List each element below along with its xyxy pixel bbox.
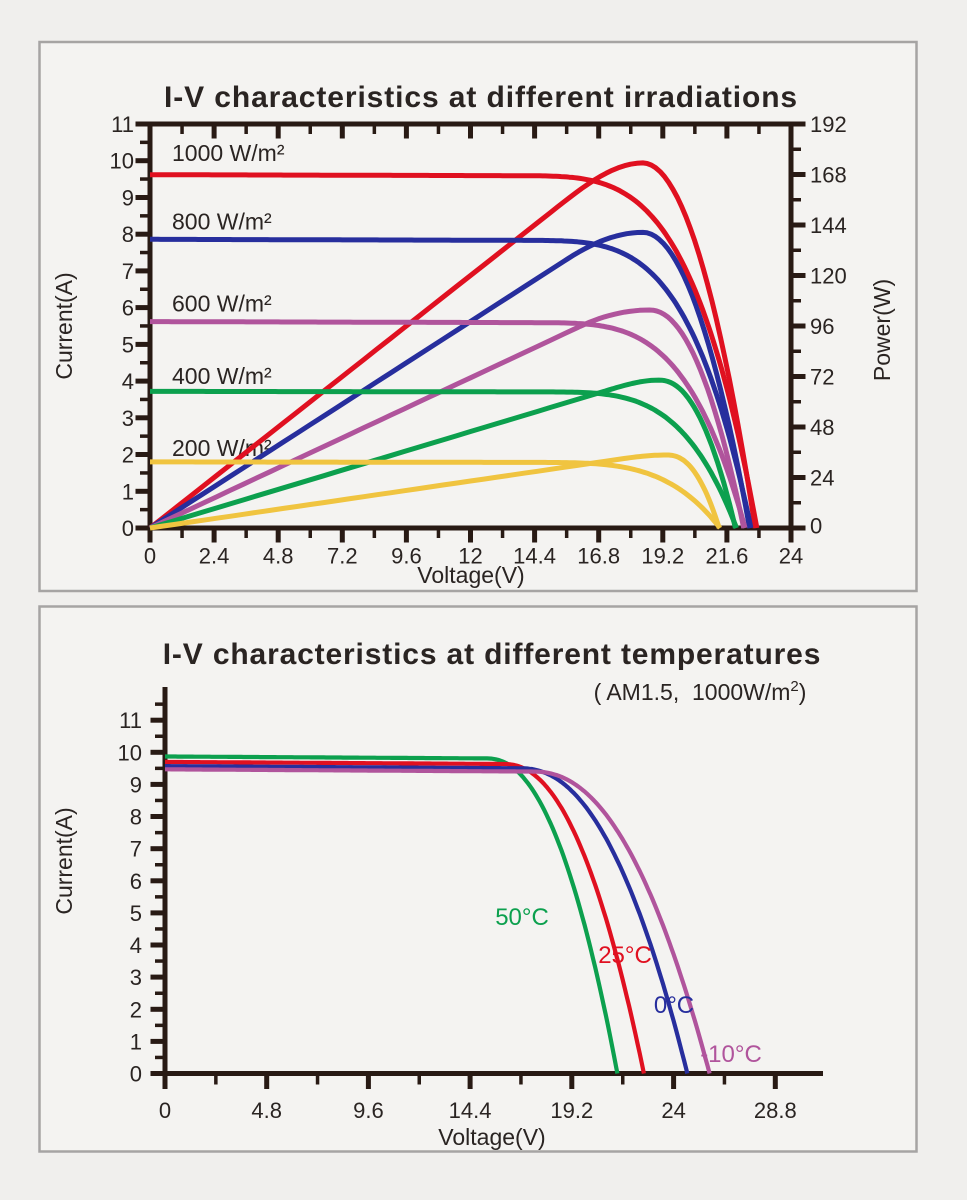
svg-text:25°C: 25°C <box>598 942 652 969</box>
svg-text:24: 24 <box>810 466 834 491</box>
svg-text:600 W/m²: 600 W/m² <box>172 291 272 317</box>
svg-text:4: 4 <box>130 933 142 958</box>
svg-text:9: 9 <box>122 186 134 211</box>
svg-text:5: 5 <box>122 332 134 357</box>
svg-text:12: 12 <box>458 544 482 569</box>
svg-text:0: 0 <box>159 1098 171 1123</box>
svg-text:0: 0 <box>810 514 822 539</box>
svg-text:10: 10 <box>118 740 142 765</box>
svg-text:7.2: 7.2 <box>327 544 358 569</box>
svg-text:6: 6 <box>122 296 134 321</box>
svg-text:48: 48 <box>810 415 834 440</box>
svg-text:9.6: 9.6 <box>391 544 422 569</box>
svg-text:I-V characteristics at differe: I-V characteristics at different tempera… <box>163 638 821 671</box>
svg-text:8: 8 <box>130 805 142 830</box>
svg-text:19.2: 19.2 <box>550 1098 593 1123</box>
svg-text:9.6: 9.6 <box>353 1098 384 1123</box>
svg-text:0: 0 <box>130 1062 142 1087</box>
svg-text:144: 144 <box>810 213 847 238</box>
svg-text:800 W/m²: 800 W/m² <box>172 209 272 235</box>
svg-text:6: 6 <box>130 869 142 894</box>
svg-text:1: 1 <box>122 479 134 504</box>
svg-text:( AM1.5, 1000W/m2): ( AM1.5, 1000W/m2) <box>594 678 807 705</box>
svg-text:1: 1 <box>130 1029 142 1054</box>
svg-text:Power(W): Power(W) <box>869 279 895 381</box>
svg-text:192: 192 <box>810 112 847 137</box>
svg-text:0°C: 0°C <box>654 992 694 1019</box>
svg-text:50°C: 50°C <box>495 904 549 931</box>
svg-text:24: 24 <box>779 544 803 569</box>
svg-text:Voltage(V): Voltage(V) <box>438 1124 545 1150</box>
svg-text:Current(A): Current(A) <box>51 807 77 914</box>
svg-text:0: 0 <box>122 516 134 541</box>
svg-text:Current(A): Current(A) <box>51 272 77 379</box>
svg-text:28.8: 28.8 <box>754 1098 797 1123</box>
svg-text:3: 3 <box>122 406 134 431</box>
svg-text:2: 2 <box>130 997 142 1022</box>
svg-text:5: 5 <box>130 901 142 926</box>
svg-text:-10°C: -10°C <box>700 1041 762 1068</box>
svg-text:4.8: 4.8 <box>251 1098 282 1123</box>
svg-text:21.6: 21.6 <box>705 544 748 569</box>
svg-text:400 W/m²: 400 W/m² <box>172 363 272 389</box>
svg-text:Voltage(V): Voltage(V) <box>417 562 524 588</box>
svg-text:I-V characteristics at differe: I-V characteristics at different irradia… <box>164 81 798 114</box>
svg-text:16.8: 16.8 <box>577 544 620 569</box>
svg-text:120: 120 <box>810 264 847 289</box>
svg-text:10: 10 <box>110 149 134 174</box>
svg-text:0: 0 <box>144 544 156 569</box>
svg-text:72: 72 <box>810 365 834 390</box>
svg-text:1000 W/m²: 1000 W/m² <box>172 140 285 166</box>
svg-text:7: 7 <box>122 259 134 284</box>
svg-text:7: 7 <box>130 837 142 862</box>
svg-text:96: 96 <box>810 314 834 339</box>
svg-text:2: 2 <box>122 443 134 468</box>
svg-text:2.4: 2.4 <box>199 544 230 569</box>
svg-text:11: 11 <box>111 112 134 137</box>
svg-text:8: 8 <box>122 222 134 247</box>
svg-text:19.2: 19.2 <box>641 544 684 569</box>
svg-text:4.8: 4.8 <box>263 544 294 569</box>
svg-text:3: 3 <box>130 965 142 990</box>
svg-text:14.4: 14.4 <box>513 544 556 569</box>
svg-text:24: 24 <box>661 1098 685 1123</box>
svg-text:9: 9 <box>130 772 142 797</box>
svg-text:14.4: 14.4 <box>449 1098 492 1123</box>
svg-text:4: 4 <box>122 369 134 394</box>
svg-text:11: 11 <box>119 708 142 733</box>
svg-text:168: 168 <box>810 163 847 188</box>
